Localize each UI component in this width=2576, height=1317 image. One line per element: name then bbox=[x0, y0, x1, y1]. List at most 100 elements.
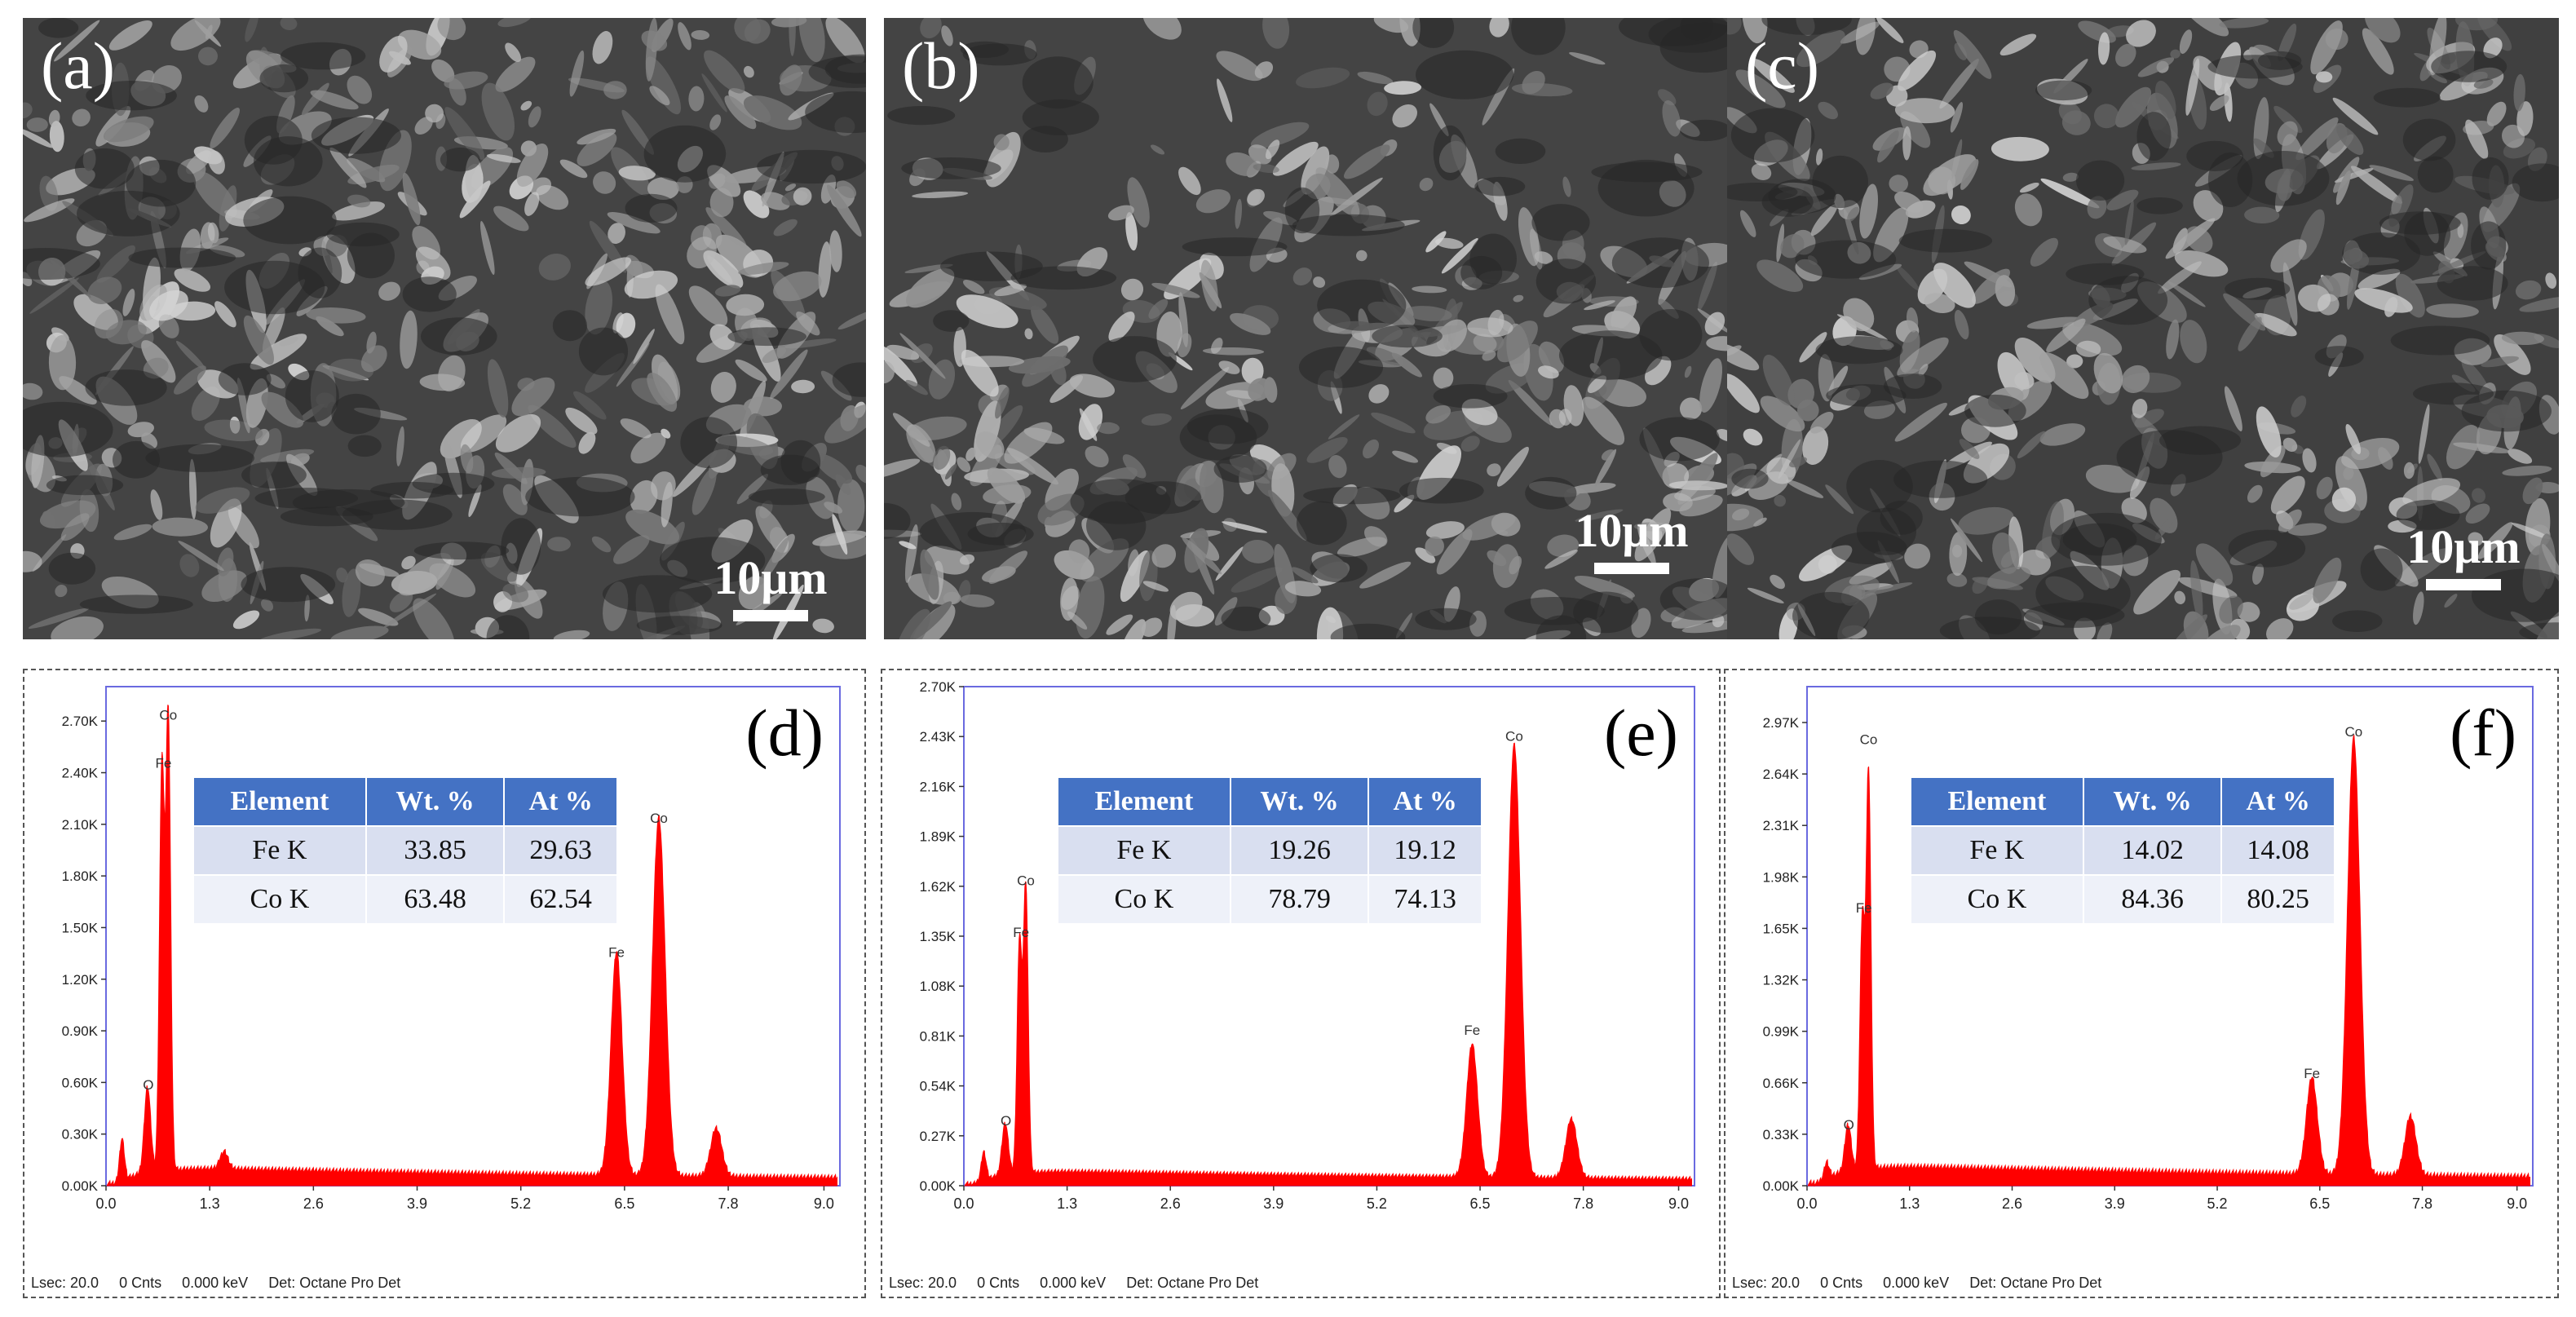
y-tick-label: 1.32K bbox=[1763, 973, 1800, 988]
y-tick-label: 1.98K bbox=[1763, 869, 1800, 885]
y-tick-label: 0.99K bbox=[1763, 1024, 1800, 1040]
scale-bar: 10μm bbox=[1562, 507, 1701, 574]
table-row: Fe K 14.02 14.08 bbox=[1910, 825, 2335, 876]
table-header-row: Element Wt. % At % bbox=[192, 776, 618, 827]
x-tick-label: 7.8 bbox=[718, 1195, 739, 1212]
panel-label: (b) bbox=[902, 29, 980, 103]
spectrum-area bbox=[106, 705, 837, 1187]
y-tick-label: 1.20K bbox=[62, 972, 99, 988]
composition-table: Element Wt. % At % Fe K 19.26 19.12 Co K… bbox=[1057, 776, 1482, 925]
sem-texture bbox=[884, 18, 1727, 639]
x-tick-label: 9.0 bbox=[814, 1195, 834, 1212]
peak-label: Co bbox=[1505, 729, 1523, 745]
cell-at: 19.12 bbox=[1368, 825, 1482, 876]
footer-energy: 0.000 keV bbox=[1883, 1275, 1950, 1291]
table-header-row: Element Wt. % At % bbox=[1057, 776, 1482, 827]
y-tick-label: 2.10K bbox=[62, 817, 99, 833]
peak-label: Fe bbox=[1856, 900, 1872, 916]
eds-panel-f: 0.00K 0.33K 0.66K 0.99K 1.32K 1.65K 1.98K 2.31K… bbox=[1724, 669, 2559, 1298]
eds-spectrum-chart: 0.00K 0.30K 0.60K 0.90K 1.20K 1.50K 1.80K 2.10K… bbox=[62, 686, 841, 1212]
y-tick-label: 1.89K bbox=[920, 829, 957, 845]
cell-at: 29.63 bbox=[503, 825, 618, 876]
y-tick-label: 2.43K bbox=[920, 729, 957, 745]
cell-element: Fe K bbox=[192, 825, 367, 876]
footer-detector: Det: Octane Pro Det bbox=[1126, 1275, 1259, 1291]
y-tick-label: 1.08K bbox=[920, 979, 957, 994]
peak-label: Fe bbox=[1464, 1023, 1480, 1038]
cell-element: Fe K bbox=[1910, 825, 2084, 876]
sem-image-c: (c) 10μm bbox=[1727, 18, 2559, 639]
y-tick-label: 2.16K bbox=[920, 779, 957, 794]
x-tick-label: 3.9 bbox=[1263, 1195, 1284, 1212]
x-tick-label: 7.8 bbox=[1573, 1195, 1593, 1212]
table-row: Fe K 19.26 19.12 bbox=[1057, 825, 1482, 876]
y-tick-label: 2.70K bbox=[62, 714, 99, 729]
cell-at: 62.54 bbox=[503, 874, 618, 925]
footer-live-time: Lsec: 20.0 bbox=[1732, 1275, 1801, 1291]
x-tick-label: 1.3 bbox=[1057, 1195, 1077, 1212]
panel-label: (f) bbox=[2450, 696, 2516, 770]
x-tick-label: 2.6 bbox=[1160, 1195, 1181, 1212]
header-at: At % bbox=[2220, 776, 2335, 827]
y-tick-label: 0.90K bbox=[62, 1023, 99, 1039]
cell-element: Co K bbox=[1910, 874, 2084, 925]
cell-wt: 19.26 bbox=[1229, 825, 1370, 876]
sem-image-b: (b) 10μm bbox=[884, 18, 1727, 639]
y-tick-label: 0.00K bbox=[920, 1178, 957, 1194]
y-tick-label: 1.65K bbox=[1763, 921, 1800, 936]
y-tick-label: 1.35K bbox=[920, 929, 957, 944]
y-tick-label: 1.62K bbox=[920, 879, 957, 895]
x-tick-label: 6.5 bbox=[1470, 1195, 1491, 1212]
footer-counts: 0 Cnts bbox=[977, 1275, 1020, 1291]
panel-label: (e) bbox=[1603, 696, 1678, 770]
x-tick-label: 0.0 bbox=[1796, 1195, 1817, 1212]
composition-table: Element Wt. % At % Fe K 33.85 29.63 Co K… bbox=[192, 776, 618, 925]
scale-bar-line bbox=[1594, 563, 1669, 574]
y-tick-label: 0.33K bbox=[1763, 1127, 1800, 1142]
y-tick-label: 2.64K bbox=[1763, 767, 1800, 782]
header-wt: Wt. % bbox=[365, 776, 506, 827]
x-tick-label: 0.0 bbox=[953, 1195, 974, 1212]
x-tick-label: 3.9 bbox=[407, 1195, 427, 1212]
x-tick-label: 7.8 bbox=[2412, 1195, 2432, 1212]
x-tick-label: 2.6 bbox=[303, 1195, 324, 1212]
x-tick-label: 0.0 bbox=[95, 1195, 116, 1212]
table-row: Co K 84.36 80.25 bbox=[1910, 874, 2335, 925]
y-tick-label: 0.81K bbox=[920, 1028, 957, 1044]
x-tick-label: 9.0 bbox=[1668, 1195, 1689, 1212]
footer-live-time: Lsec: 20.0 bbox=[31, 1275, 99, 1291]
scale-bar-label: 10μm bbox=[714, 551, 828, 604]
y-tick-label: 0.00K bbox=[62, 1178, 99, 1194]
footer-energy: 0.000 keV bbox=[1040, 1275, 1107, 1291]
peak-label: Co bbox=[159, 707, 177, 723]
header-element: Element bbox=[192, 776, 367, 827]
panel-label: (a) bbox=[41, 29, 116, 103]
y-tick-label: 2.31K bbox=[1763, 818, 1800, 833]
header-element: Element bbox=[1057, 776, 1231, 827]
sem-image-a: (a) 10μm bbox=[23, 18, 866, 639]
plot-area bbox=[105, 686, 841, 1187]
y-tick-label: 0.66K bbox=[1763, 1076, 1800, 1091]
footer-detector: Det: Octane Pro Det bbox=[1969, 1275, 2102, 1291]
footer-counts: 0 Cnts bbox=[1820, 1275, 1863, 1291]
peak-label: O bbox=[1844, 1117, 1854, 1133]
y-tick-label: 0.54K bbox=[920, 1079, 957, 1094]
table-row: Co K 63.48 62.54 bbox=[192, 874, 618, 925]
eds-spectrum-chart: 0.00K 0.33K 0.66K 0.99K 1.32K 1.65K 1.98K 2.31K… bbox=[1763, 686, 2534, 1212]
cell-wt: 78.79 bbox=[1229, 874, 1370, 925]
status-footer: Lsec: 20.0 0 Cnts 0.000 keV Det: Octane … bbox=[31, 1275, 400, 1292]
plot-area bbox=[1806, 686, 2534, 1187]
table-row: Fe K 33.85 29.63 bbox=[192, 825, 618, 876]
x-tick-label: 6.5 bbox=[614, 1195, 634, 1212]
cell-at: 14.08 bbox=[2220, 825, 2335, 876]
x-tick-label: 5.2 bbox=[2207, 1195, 2228, 1212]
x-tick-label: 3.9 bbox=[2105, 1195, 2125, 1212]
sem-texture bbox=[23, 18, 866, 639]
sem-texture bbox=[1727, 18, 2559, 639]
peak-label: Co bbox=[650, 811, 668, 826]
scale-bar-line bbox=[733, 610, 808, 621]
y-tick-label: 1.80K bbox=[62, 868, 99, 884]
footer-live-time: Lsec: 20.0 bbox=[889, 1275, 957, 1291]
footer-energy: 0.000 keV bbox=[182, 1275, 249, 1291]
cell-wt: 63.48 bbox=[365, 874, 506, 925]
